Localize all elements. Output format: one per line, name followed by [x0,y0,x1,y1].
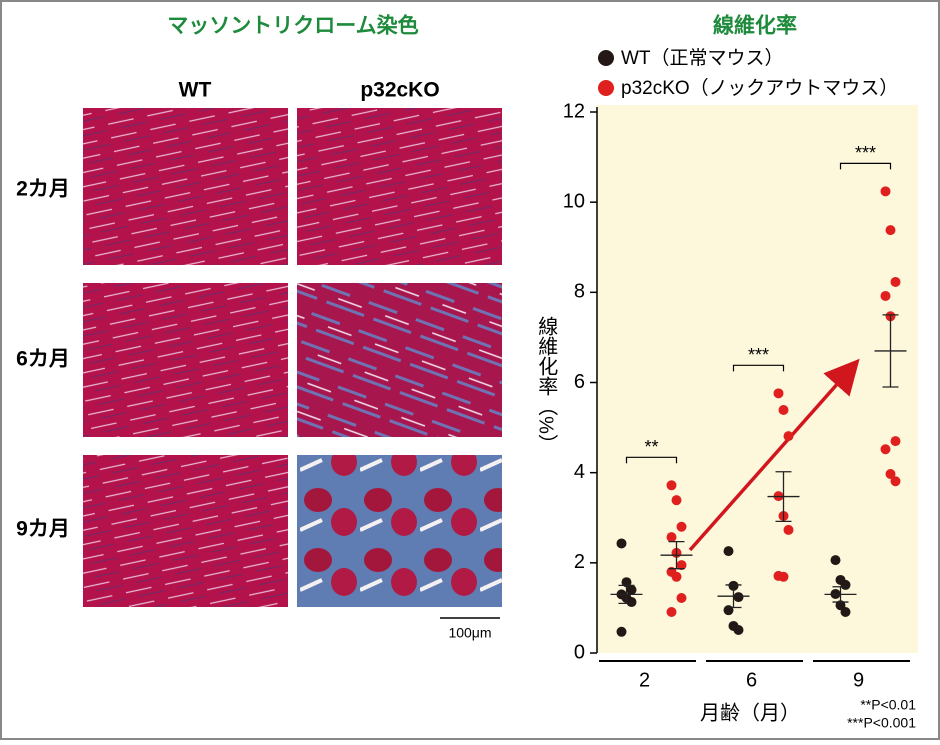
sig-label: *** [855,143,876,163]
x-tick-label: 9 [853,669,864,691]
data-point [616,538,627,549]
data-point [733,592,744,603]
data-point [616,626,627,637]
y-tick-label: 6 [574,371,585,393]
y-tick-label: 2 [574,551,585,573]
column-label: WT [179,79,212,102]
data-point [880,186,891,197]
chart-title: 線維化率 [713,14,797,38]
micrograph-title: マッソントリクローム染色 [167,14,418,38]
trend-arrow [688,358,860,552]
sig-bracket [625,456,678,464]
data-point [778,405,789,416]
data-point [840,579,851,590]
data-point [621,577,632,588]
footnote: **P<0.01 [860,697,916,713]
y-tick-label: 10 [563,190,585,212]
data-point [723,605,734,616]
sig-bracket [732,364,785,372]
y-axis-label: 線維化率（%） [535,316,558,454]
data-point [840,606,851,617]
data-point [778,571,789,582]
legend-label: p32cKO（ノックアウトマウス） [621,77,898,99]
data-point [666,480,677,491]
data-point [723,546,734,557]
x-tick-label: 6 [746,669,757,691]
data-point [671,571,682,582]
data-point [666,532,677,543]
x-axis-label: 月齢（月） [700,701,800,724]
micrograph [297,283,502,437]
data-point [783,524,794,535]
data-point [733,625,744,636]
data-point [676,560,687,571]
data-point [885,469,896,480]
micrograph [297,108,502,265]
error-bar [725,584,742,609]
legend-marker [598,50,614,66]
data-point [671,495,682,506]
sig-label: ** [644,437,658,457]
y-tick-label: 12 [563,100,585,122]
row-label: 9カ月 [16,518,70,541]
scale-label: 100μm [448,625,491,641]
error-bar [668,540,685,570]
y-tick-label: 0 [574,641,585,663]
micrograph [83,455,288,607]
data-point [773,388,784,399]
footnote: ***P<0.001 [847,715,916,731]
data-point [890,276,901,287]
x-tick-label: 2 [639,669,650,691]
micrograph [83,108,288,265]
micrograph [83,283,288,437]
column-label: p32cKO [360,79,439,102]
row-label: 2カ月 [16,178,70,201]
data-point [880,290,891,301]
data-point [890,476,901,487]
error-bar [618,584,635,605]
micrograph [297,455,502,607]
data-point [626,597,637,608]
error-bar [832,586,849,603]
data-point [885,225,896,236]
sig-label: *** [748,345,769,365]
row-label: 6カ月 [16,348,70,371]
data-point [830,555,841,566]
plot-area [597,105,918,653]
data-point [783,431,794,442]
data-point [890,436,901,447]
data-point [880,444,891,455]
error-bar [775,471,792,523]
y-tick-label: 4 [574,461,585,483]
data-point [676,592,687,603]
data-point [666,606,677,617]
data-point [626,584,637,595]
error-bar [882,314,899,388]
legend-marker [598,80,614,96]
legend-label: WT（正常マウス） [621,47,784,69]
sig-bracket [839,162,892,170]
y-tick-label: 8 [574,281,585,303]
data-point [676,521,687,532]
